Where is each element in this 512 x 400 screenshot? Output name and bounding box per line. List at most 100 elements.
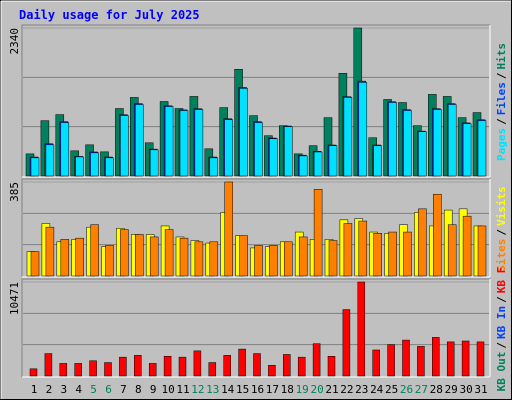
bar <box>328 240 338 277</box>
bar <box>373 233 382 277</box>
bar <box>417 346 425 377</box>
x-tick-label: 30 <box>459 383 472 396</box>
x-tick-label: 6 <box>105 383 112 396</box>
x-tick-label: 22 <box>340 383 353 396</box>
legend-entry: Sites <box>495 239 508 272</box>
bar <box>313 151 323 177</box>
bar <box>194 109 204 177</box>
legend-entry: Hits <box>495 43 508 70</box>
bar <box>209 241 219 277</box>
legend-separator: / <box>495 229 508 236</box>
legend-entry: KB In <box>495 306 508 339</box>
bar <box>44 353 53 377</box>
x-tick-label: 24 <box>370 383 384 396</box>
legend: Pages / Files / Hits <box>495 43 508 161</box>
x-tick-label: 12 <box>191 383 204 396</box>
bar <box>253 353 261 377</box>
bar <box>461 340 470 377</box>
bar <box>357 281 366 377</box>
bar <box>89 360 97 377</box>
y-tick-label: 10471 <box>8 282 21 315</box>
x-tick-label: 5 <box>90 383 97 396</box>
bar <box>284 241 293 277</box>
bar <box>254 122 263 177</box>
bar <box>284 126 293 177</box>
x-tick-label: 21 <box>325 383 338 396</box>
bar <box>403 110 412 177</box>
bar <box>283 354 291 377</box>
bar <box>403 231 412 277</box>
bar <box>447 224 457 277</box>
legend-separator: / <box>495 296 508 303</box>
bar <box>269 138 278 177</box>
bar <box>418 131 427 177</box>
bar <box>446 341 455 377</box>
x-tick-label: 25 <box>385 383 398 396</box>
x-tick-label: 16 <box>251 383 264 396</box>
bar <box>387 344 395 377</box>
legend-entry: KB Out <box>495 352 508 392</box>
x-tick-label: 8 <box>135 383 142 396</box>
bar <box>223 355 231 377</box>
bar <box>119 356 127 377</box>
legend-entry: KB F <box>495 267 508 294</box>
x-tick-label: 27 <box>415 383 428 396</box>
bar <box>462 123 472 177</box>
bar <box>45 226 55 277</box>
legend: KB Out / KB In / KB F <box>495 267 508 392</box>
bar <box>59 363 68 377</box>
x-tick-label: 10 <box>161 383 174 396</box>
bar <box>105 157 114 177</box>
bar <box>29 368 38 377</box>
bar <box>373 145 382 177</box>
x-tick-label: 14 <box>221 383 235 396</box>
x-tick-label: 31 <box>474 383 487 396</box>
x-tick-label: 20 <box>310 383 323 396</box>
bar <box>328 145 338 177</box>
legend-entry: Visits <box>495 186 508 226</box>
bar <box>134 355 142 377</box>
bar <box>477 120 487 177</box>
bar <box>388 102 397 177</box>
bar <box>418 208 427 277</box>
bar <box>75 156 84 177</box>
legend-entry: Files <box>495 82 508 115</box>
bar <box>178 356 187 377</box>
bar <box>164 106 174 177</box>
y-tick-label: 385 <box>8 182 21 202</box>
x-tick-label: 23 <box>355 383 368 396</box>
legend-entry: Pages <box>495 128 508 161</box>
bar <box>447 104 457 177</box>
bar <box>163 356 172 377</box>
x-tick-label: 3 <box>60 383 67 396</box>
bar <box>342 309 351 377</box>
bar <box>60 239 70 277</box>
bar <box>298 155 308 177</box>
bar <box>269 245 278 277</box>
bar <box>433 193 442 277</box>
x-tick-label: 18 <box>281 383 294 396</box>
y-tick-label: 2340 <box>8 28 21 55</box>
bar <box>148 363 157 377</box>
bar <box>254 245 263 277</box>
bar <box>104 362 112 377</box>
bar <box>239 235 248 277</box>
x-tick-label: 26 <box>400 383 413 396</box>
x-tick-label: 29 <box>445 383 458 396</box>
bar <box>135 234 144 277</box>
bar <box>477 225 487 277</box>
x-tick-label: 19 <box>296 383 309 396</box>
bar <box>90 224 99 277</box>
bar <box>30 251 40 277</box>
bar <box>312 343 321 377</box>
bar <box>179 237 189 277</box>
bar <box>402 339 410 377</box>
bar <box>297 356 306 377</box>
bar <box>75 237 84 277</box>
bar <box>30 157 40 177</box>
bar <box>135 104 144 177</box>
bar <box>120 115 129 177</box>
bar <box>239 88 248 177</box>
bar <box>238 348 246 377</box>
